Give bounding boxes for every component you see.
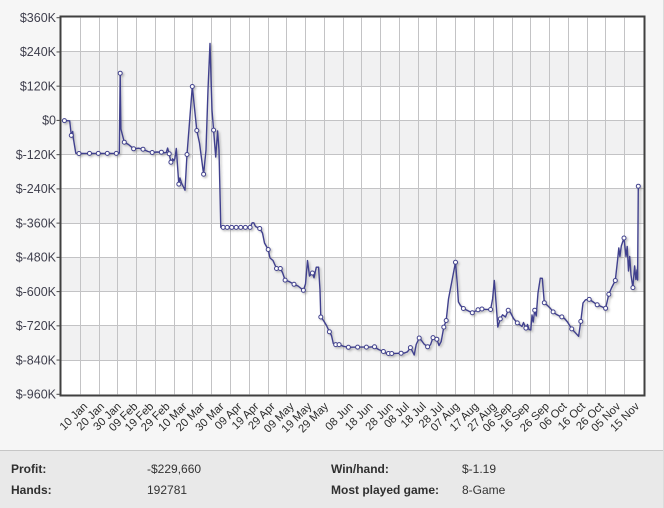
svg-text:$-120K: $-120K — [16, 148, 57, 162]
svg-text:$120K: $120K — [20, 79, 57, 93]
svg-text:$-840K: $-840K — [16, 353, 57, 367]
svg-text:$-240K: $-240K — [16, 182, 57, 196]
svg-text:$-360K: $-360K — [16, 216, 57, 230]
svg-text:$240K: $240K — [20, 45, 57, 59]
svg-text:$-480K: $-480K — [16, 251, 57, 265]
svg-text:$0: $0 — [42, 114, 56, 128]
svg-text:$-600K: $-600K — [16, 285, 57, 299]
svg-text:$360K: $360K — [20, 11, 57, 25]
svg-text:$-960K: $-960K — [16, 388, 57, 402]
svg-text:$-720K: $-720K — [16, 319, 57, 333]
